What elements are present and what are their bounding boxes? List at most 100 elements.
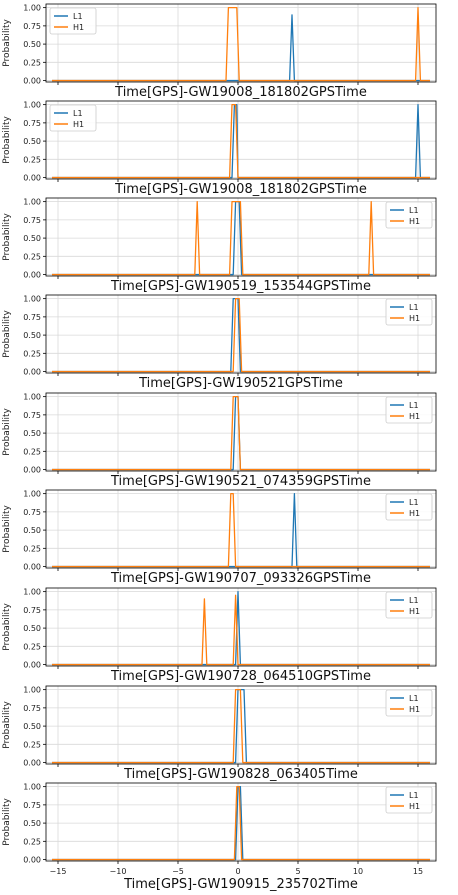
y-tick-label: 0.25 [23,155,41,164]
chart-panel-9: 0.00 0.25 0.50 0.75 1.00 −15 −10 −5 0 5 10 15 Probab… [2,782,437,892]
x-tick-label: −10 [110,867,127,876]
y-tick-label: 0.75 [23,508,41,517]
y-tick-label: 0.75 [23,801,41,810]
x-axis-label: Time[GPS]-GW190707_093326GPSTime [110,571,371,586]
x-axis-label: Time[GPS]-GW19008_181802GPSTime [114,85,367,100]
axes-frame [45,197,437,277]
y-tick-label: 0.00 [23,856,41,865]
series-H1-line [52,6,430,82]
y-tick-label: 0.50 [23,234,41,243]
chart-panel-3: 0.00 0.25 0.50 0.75 1.00 Probability Time[GPS]… [2,197,437,294]
legend-label-H1: H1 [409,217,420,226]
series-H1-line [52,492,430,568]
y-tick-label: 1.00 [23,4,41,13]
y-axis-label: Probability [2,701,12,749]
chart-panel-6: 0.00 0.25 0.50 0.75 1.00 Probability Time[GPS]… [2,489,437,586]
y-tick-label: 0.25 [23,447,41,456]
series-H1-line [52,785,430,861]
y-tick-label: 0.75 [23,216,41,225]
legend-label-H1: H1 [409,412,420,421]
series-H1-line [52,200,430,276]
y-axis-label: Probability [2,505,12,553]
legend-label-H1: H1 [409,705,420,714]
legend-label-H1: H1 [73,23,84,32]
y-tick-label: 0.50 [23,331,41,340]
legend-label-L1: L1 [73,109,83,118]
legend-label-H1: H1 [409,802,420,811]
y-tick-label: 0.75 [23,606,41,615]
legend-label-H1: H1 [73,120,84,129]
y-tick-label: 1.00 [23,490,41,499]
legend-label-L1: L1 [409,303,419,312]
x-tick-label: 15 [413,867,423,876]
legend-label-H1: H1 [409,314,420,323]
y-tick-label: 1.00 [23,101,41,110]
y-tick-label: 0.75 [23,119,41,128]
y-tick-label: 0.00 [23,174,41,183]
y-tick-label: 0.25 [23,740,41,749]
x-tick-label: 0 [235,867,240,876]
series-H1-line [52,103,430,179]
y-tick-label: 1.00 [23,686,41,695]
y-tick-label: 0.00 [23,77,41,86]
series-H1-line [52,395,430,471]
y-tick-label: 0.75 [23,313,41,322]
y-tick-label: 1.00 [23,588,41,597]
legend-label-L1: L1 [409,791,419,800]
y-tick-label: 0.50 [23,429,41,438]
legend-label-L1: L1 [409,401,419,410]
y-tick-label: 0.75 [23,704,41,713]
chart-panel-1: 0.00 0.25 0.50 0.75 1.00 Probability Time[GPS]… [2,3,437,100]
x-axis-label: Time[GPS]-GW190728_064510GPSTime [110,669,371,684]
y-axis-label: Probability [2,603,12,651]
axes-frame [45,100,437,180]
series-H1-line [52,594,430,666]
legend-label-H1: H1 [409,509,420,518]
y-tick-label: 0.25 [23,837,41,846]
chart-panel-5: 0.00 0.25 0.50 0.75 1.00 Probability Time[GPS]… [2,392,437,489]
y-tick-label: 0.75 [23,411,41,420]
y-tick-label: 0.25 [23,349,41,358]
series-L1-line [52,14,430,82]
legend-label-L1: L1 [409,694,419,703]
x-axis-label: Time[GPS]-GW190519_153544GPSTime [110,279,371,294]
legend-label-L1: L1 [73,12,83,21]
y-tick-label: 1.00 [23,783,41,792]
y-axis-label: Probability [2,408,12,456]
x-tick-label: −5 [172,867,184,876]
legend-label-H1: H1 [409,607,420,616]
y-tick-label: 0.75 [23,22,41,31]
axes-frame [45,3,437,83]
y-tick-label: 0.25 [23,252,41,261]
axes-frame [45,489,437,569]
y-axis-label: Probability [2,213,12,261]
axes-frame [45,294,437,374]
y-axis-label: Probability [2,116,12,164]
x-axis-label: Time[GPS]-GW190915_235702Time [123,877,358,892]
x-tick-label: 5 [295,867,300,876]
chart-panel-8: 0.00 0.25 0.50 0.75 1.00 Probability Time[GPS]… [2,685,437,782]
y-tick-label: 1.00 [23,295,41,304]
y-axis-label: Probability [2,19,12,67]
x-axis-label: Time[GPS]-GW19008_181802GPSTime [114,182,367,197]
y-tick-label: 0.00 [23,759,41,768]
axes-frame [45,587,437,667]
x-axis-label: Time[GPS]-GW190521_074359GPSTime [110,474,371,489]
x-tick-label: −15 [50,867,67,876]
x-axis-label: Time[GPS]-GW190828_063405Time [123,767,358,782]
chart-panel-7: 0.00 0.25 0.50 0.75 1.00 Probability Time[GPS]… [2,587,437,684]
series-H1-line [52,688,430,764]
y-tick-label: 0.00 [23,563,41,572]
y-tick-label: 0.00 [23,661,41,670]
y-tick-label: 0.50 [23,526,41,535]
y-tick-label: 0.00 [23,368,41,377]
y-tick-label: 0.50 [23,40,41,49]
